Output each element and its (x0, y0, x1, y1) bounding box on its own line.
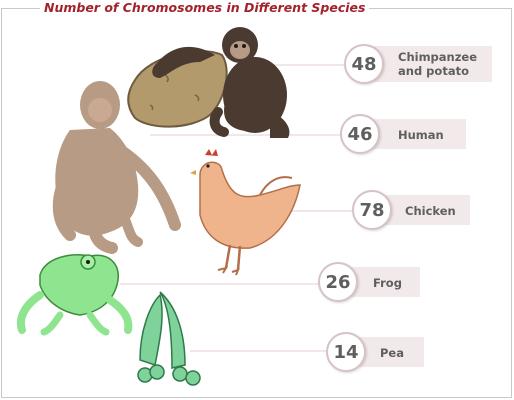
connector-line-frog (120, 283, 320, 285)
species-name-chimpanzee-line2: and potato (398, 64, 469, 78)
chromosome-count-badge-frog: 26 (318, 262, 358, 302)
chimpanzee-icon (152, 27, 290, 138)
connector-line-pea (190, 350, 330, 352)
connector-line-chicken (260, 210, 360, 212)
chromosome-count-badge-pea: 14 (326, 332, 366, 372)
species-name-pea: Pea (380, 346, 404, 360)
species-name-human: Human (398, 128, 444, 142)
human-icon (52, 81, 181, 254)
chromosome-count-badge-chimpanzee: 48 (344, 44, 384, 84)
chromosome-count-badge-chicken: 78 (352, 190, 392, 230)
species-name-chimpanzee-line1: Chimpanzee (398, 50, 478, 64)
frog-icon (17, 254, 133, 336)
chicken-icon (190, 149, 301, 276)
pea-pod-icon (137, 291, 201, 386)
chromosome-count-badge-human: 46 (340, 114, 380, 154)
diagram-title: Number of Chromosomes in Different Speci… (40, 0, 370, 16)
connector-line-chimpanzee (270, 64, 350, 66)
label-bar-chimpanzee (364, 46, 492, 82)
species-name-chicken: Chicken (405, 204, 456, 218)
species-name-chimpanzee: Chimpanzee and potato (398, 50, 477, 78)
species-name-frog: Frog (373, 276, 402, 290)
connector-line-human (150, 134, 345, 136)
